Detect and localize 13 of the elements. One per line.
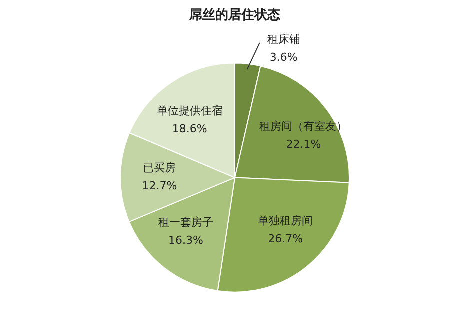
data-label: 3.6% bbox=[270, 50, 298, 64]
slice-label: 租房间（有室友） bbox=[260, 120, 348, 134]
slice-label: 租床铺 bbox=[267, 32, 300, 46]
chart-title: 屌丝的居住状态 bbox=[188, 7, 282, 24]
slice-label: 单独租房间 bbox=[258, 214, 314, 228]
slice-label: 租一套房子 bbox=[158, 216, 214, 229]
data-label: 12.7% bbox=[142, 179, 178, 192]
data-label: 26.7% bbox=[268, 232, 304, 246]
data-label: 16.3% bbox=[168, 234, 204, 247]
data-label: 18.6% bbox=[172, 122, 208, 136]
data-label: 22.1% bbox=[286, 138, 322, 152]
slice-label: 单位提供住宿 bbox=[156, 104, 223, 118]
slice-label: 已买房 bbox=[143, 161, 176, 174]
